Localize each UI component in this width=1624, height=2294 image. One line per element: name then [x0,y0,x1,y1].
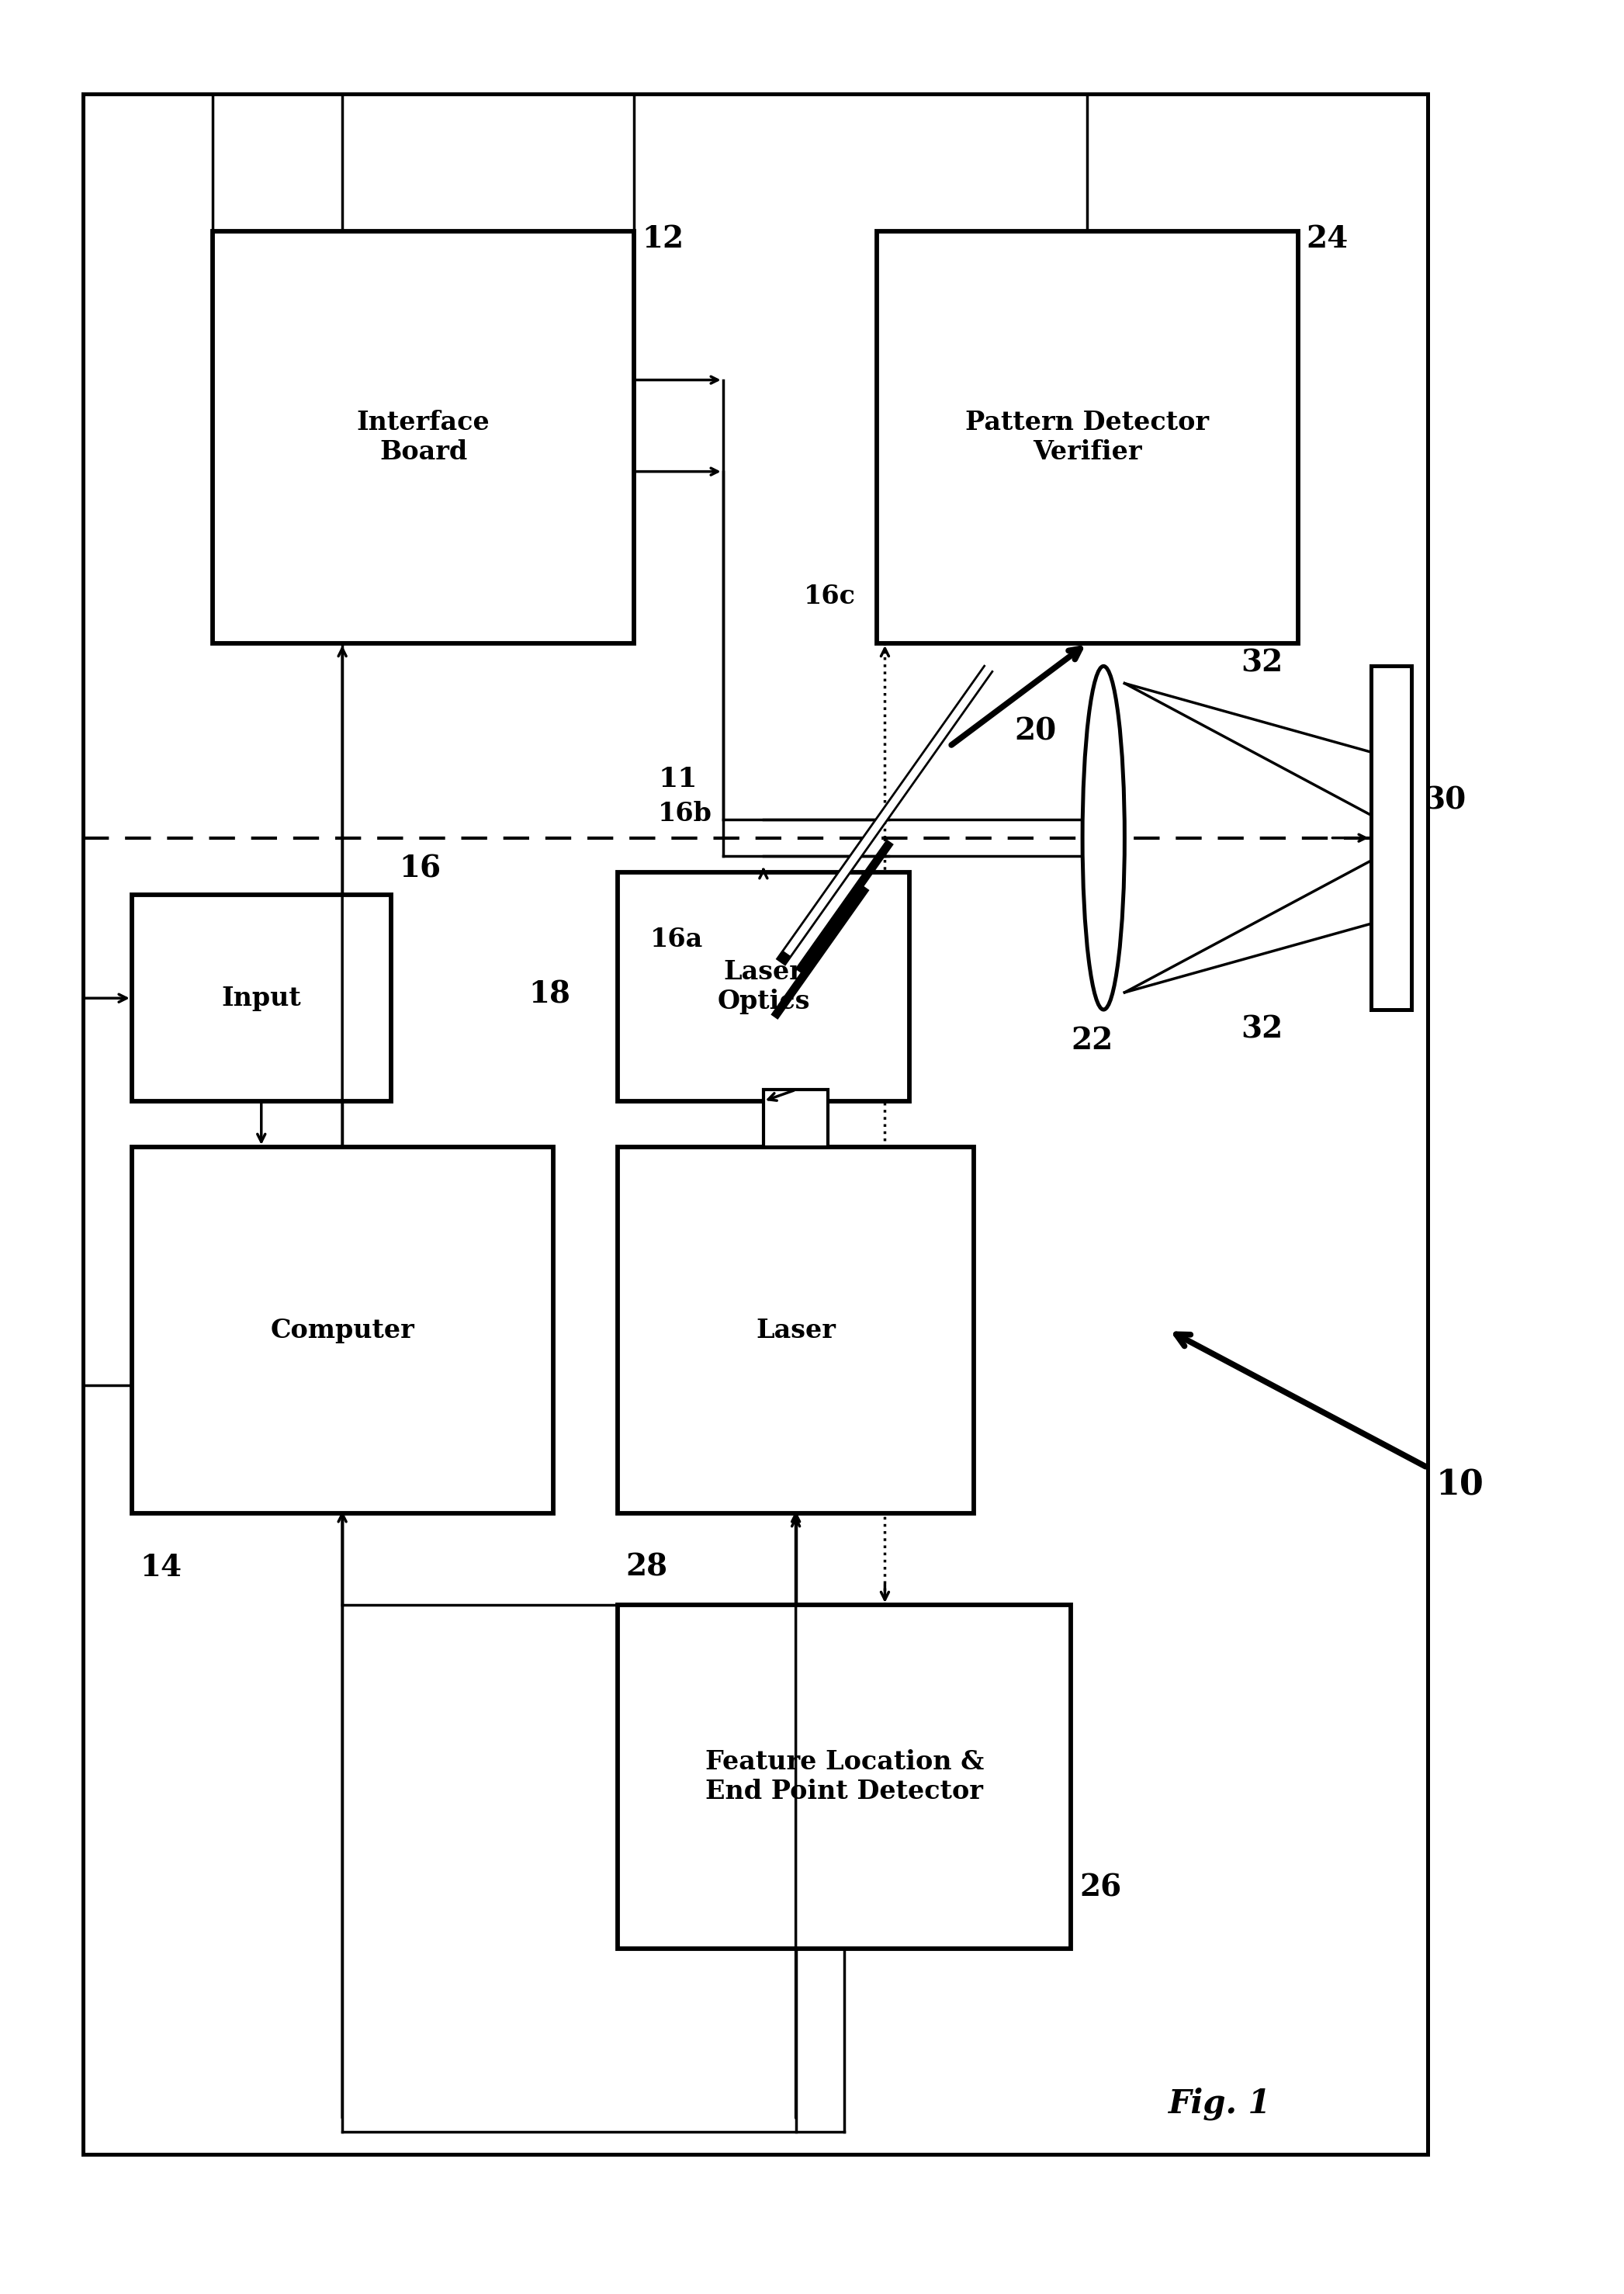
FancyBboxPatch shape [132,895,391,1101]
Text: 18: 18 [528,980,570,1009]
Text: 16c: 16c [804,583,856,608]
Text: 32: 32 [1241,649,1283,677]
Text: 16a: 16a [650,927,703,952]
FancyBboxPatch shape [1371,665,1411,1009]
Text: 22: 22 [1072,1025,1112,1055]
Text: 30: 30 [1424,785,1466,814]
Text: 24: 24 [1306,225,1348,255]
FancyBboxPatch shape [213,232,633,642]
FancyBboxPatch shape [132,1147,552,1514]
FancyBboxPatch shape [763,1090,828,1147]
Text: Interface
Board: Interface Board [357,411,490,466]
Text: Input: Input [221,986,300,1012]
FancyBboxPatch shape [617,872,909,1101]
Text: 28: 28 [625,1553,667,1583]
FancyBboxPatch shape [877,232,1298,642]
Text: 10: 10 [1436,1468,1484,1503]
FancyBboxPatch shape [617,1147,974,1514]
FancyBboxPatch shape [617,1606,1072,1948]
Text: 26: 26 [1080,1874,1121,1902]
Text: Fig. 1: Fig. 1 [1168,2088,1272,2120]
FancyBboxPatch shape [83,94,1427,2154]
Text: Feature Location &
End Point Detector: Feature Location & End Point Detector [705,1748,984,1805]
Text: 14: 14 [140,1553,182,1583]
Text: 11: 11 [658,766,697,791]
Text: Laser
Optics: Laser Optics [718,959,810,1014]
Text: 32: 32 [1241,1014,1283,1044]
Text: 20: 20 [1015,716,1057,746]
Text: 16b: 16b [658,801,713,826]
Text: 16: 16 [400,853,442,883]
Text: 12: 12 [641,225,684,255]
Ellipse shape [1083,665,1124,1009]
Text: Computer: Computer [270,1317,414,1342]
Text: Laser: Laser [755,1317,836,1342]
Text: Pattern Detector
Verifier: Pattern Detector Verifier [966,411,1210,466]
